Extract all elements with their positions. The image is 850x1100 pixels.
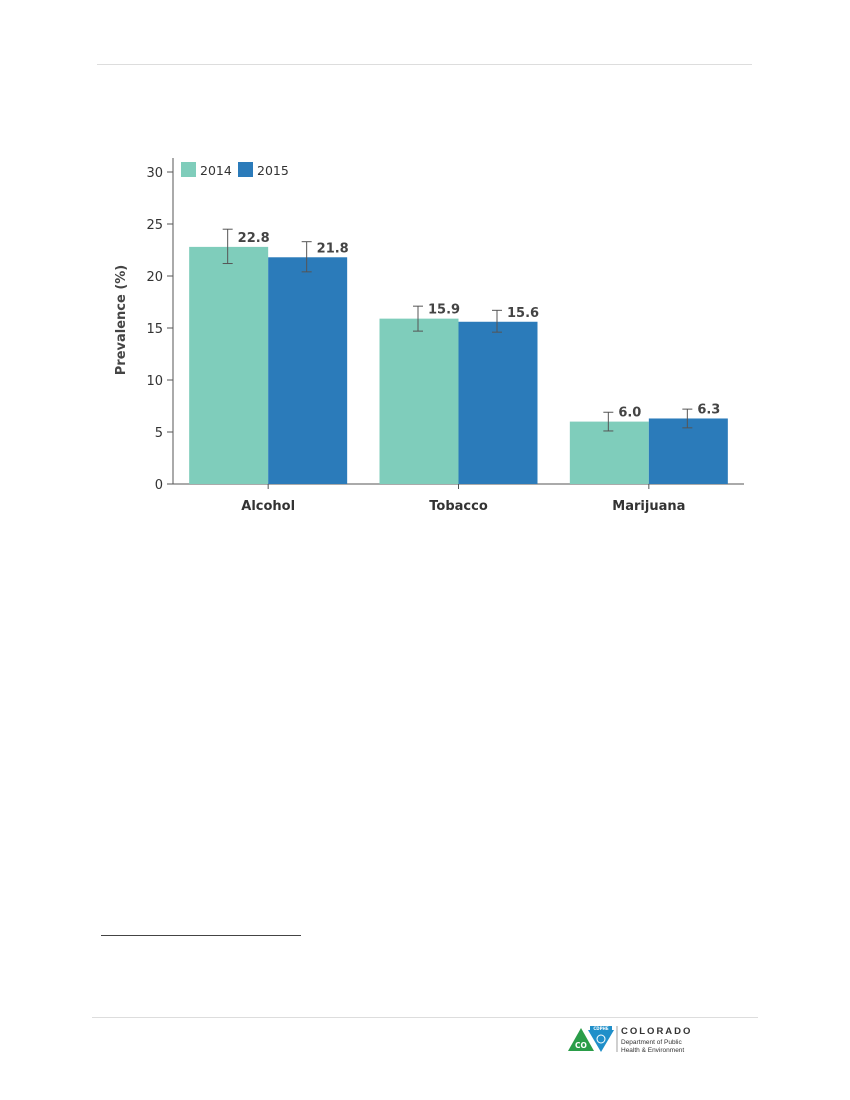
logo-badge-box	[590, 1026, 612, 1031]
footer-rule	[92, 1017, 758, 1018]
legend-swatch	[181, 162, 196, 177]
logo-department-line1: Department of Public	[621, 1039, 682, 1046]
legend-label: 2014	[200, 163, 232, 178]
y-tick-label: 0	[155, 478, 163, 493]
logo-green-triangle	[568, 1028, 594, 1051]
data-label: 21.8	[317, 241, 349, 256]
legend-swatch	[238, 162, 253, 177]
data-label: 6.3	[697, 402, 720, 417]
data-label: 6.0	[618, 406, 641, 421]
cdphe-logo-icon: CO CDPHE	[568, 1026, 618, 1052]
y-tick-label: 10	[146, 374, 163, 389]
prevalence-bar-chart: 0 5 10 15 20 25 30 Prevalence (%) 22.8 21.8 Alcoho…	[114, 158, 744, 514]
bar	[379, 318, 459, 484]
bar	[648, 418, 728, 484]
x-tick-label: Marijuana	[612, 499, 685, 514]
data-label: 15.9	[428, 303, 460, 318]
footnote-rule	[101, 935, 301, 936]
y-tick-label: 20	[146, 270, 163, 285]
y-tick-label: 15	[146, 322, 163, 337]
bar	[569, 421, 649, 484]
data-label: 22.8	[238, 231, 270, 246]
logo-department-line2: Health & Environment	[621, 1047, 685, 1054]
bar	[268, 257, 348, 484]
logo-blue-triangle	[588, 1030, 614, 1052]
y-axis-label: Prevalence (%)	[114, 265, 129, 376]
header-rule	[97, 64, 752, 65]
y-tick-label: 25	[146, 218, 163, 233]
bar	[189, 246, 269, 484]
legend-label: 2015	[257, 163, 289, 178]
logo-state-name: COLORADO	[621, 1026, 693, 1037]
logo-state-abbr: CO	[575, 1041, 587, 1050]
x-tick-label: Tobacco	[429, 499, 488, 514]
bar	[458, 321, 538, 484]
data-label: 15.6	[507, 306, 539, 321]
y-tick-label: 5	[155, 426, 163, 441]
logo-emblem	[596, 1034, 606, 1044]
x-tick-label: Alcohol	[241, 499, 295, 514]
y-tick-label: 30	[146, 166, 163, 181]
logo-badge-text: CDPHE	[593, 1026, 609, 1031]
